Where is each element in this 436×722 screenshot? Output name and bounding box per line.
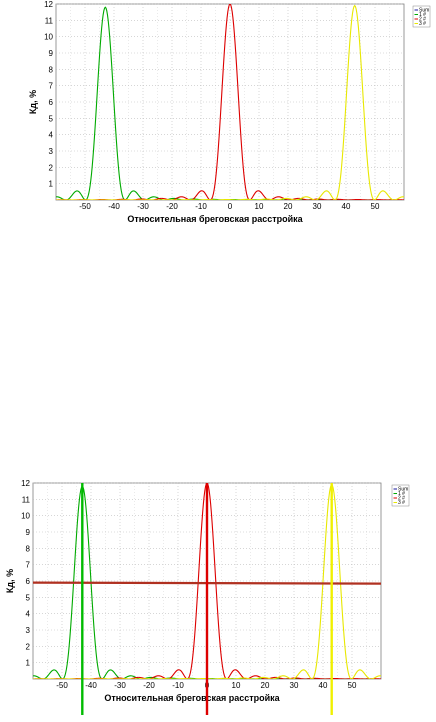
x-axis-title: Относительная бреговская расстройка	[127, 214, 303, 224]
x-tick-label: -10	[195, 202, 207, 211]
x-tick-label: 10	[255, 202, 264, 211]
legend-label: 1 #	[419, 12, 426, 18]
x-tick-label: 30	[313, 202, 322, 211]
legend-label: Sum	[419, 8, 429, 14]
y-tick-label: 4	[49, 131, 54, 140]
x-tick-label: -10	[172, 681, 184, 690]
x-tick-label: -20	[143, 681, 155, 690]
chart-2: -50-40-30-20-100102030405012345678910111…	[5, 479, 410, 715]
y-tick-label: 1	[49, 180, 54, 189]
legend-label: 3 #	[419, 21, 426, 27]
legend-label: 1 #	[398, 491, 405, 497]
y-tick-label: 11	[45, 16, 54, 25]
y-tick-label: 6	[49, 98, 54, 107]
x-tick-label: 50	[371, 202, 380, 211]
y-tick-label: 6	[26, 577, 31, 586]
y-tick-label: 3	[49, 147, 54, 156]
x-tick-label: 40	[319, 681, 328, 690]
y-tick-label: 10	[21, 512, 30, 521]
legend-label: Sum	[398, 487, 408, 493]
legend-label: 2 #	[419, 17, 426, 23]
y-tick-label: 1	[26, 659, 31, 668]
x-tick-label: -30	[114, 681, 126, 690]
x-tick-label: 0	[228, 202, 233, 211]
x-tick-label: 20	[284, 202, 293, 211]
y-tick-label: 3	[26, 626, 31, 635]
x-tick-label: -40	[108, 202, 120, 211]
x-tick-label: 30	[290, 681, 299, 690]
x-tick-label: 50	[348, 681, 357, 690]
y-tick-label: 8	[49, 65, 54, 74]
y-tick-label: 10	[44, 33, 53, 42]
x-tick-label: 20	[261, 681, 270, 690]
y-axis-title: Кд, %	[5, 569, 15, 593]
x-tick-label: -40	[85, 681, 97, 690]
y-tick-label: 7	[49, 82, 54, 91]
x-tick-label: -50	[79, 202, 91, 211]
legend-label: 3 #	[398, 500, 405, 506]
y-tick-label: 8	[26, 544, 31, 553]
x-tick-label: -30	[137, 202, 149, 211]
y-tick-label: 9	[49, 49, 54, 58]
y-tick-label: 11	[22, 495, 31, 504]
x-axis-title: Относительная бреговская расстройка	[104, 693, 280, 703]
series-line-3	[56, 4, 404, 200]
y-tick-label: 12	[21, 479, 30, 488]
chart-1: -50 -40 -30 -20 -10 0 10 20 30 40 5012345678910111…	[28, 0, 431, 224]
x-tick-label: 40	[342, 202, 351, 211]
y-tick-label: 7	[26, 561, 31, 570]
legend-label: 2 #	[398, 496, 405, 502]
x-tick-label: -20	[166, 202, 178, 211]
y-tick-label: 2	[49, 163, 54, 172]
y-tick-label: 12	[44, 0, 53, 9]
y-tick-label: 2	[26, 642, 31, 651]
y-tick-label: 9	[26, 528, 31, 537]
y-tick-label: 4	[26, 610, 31, 619]
y-tick-label: 5	[26, 593, 31, 602]
legend-box	[412, 5, 431, 28]
y-tick-label: 5	[49, 114, 54, 123]
y-axis-title: Кд, %	[28, 90, 38, 114]
legend-box	[391, 484, 410, 507]
x-tick-label: -50	[56, 681, 68, 690]
x-tick-label: 10	[232, 681, 241, 690]
